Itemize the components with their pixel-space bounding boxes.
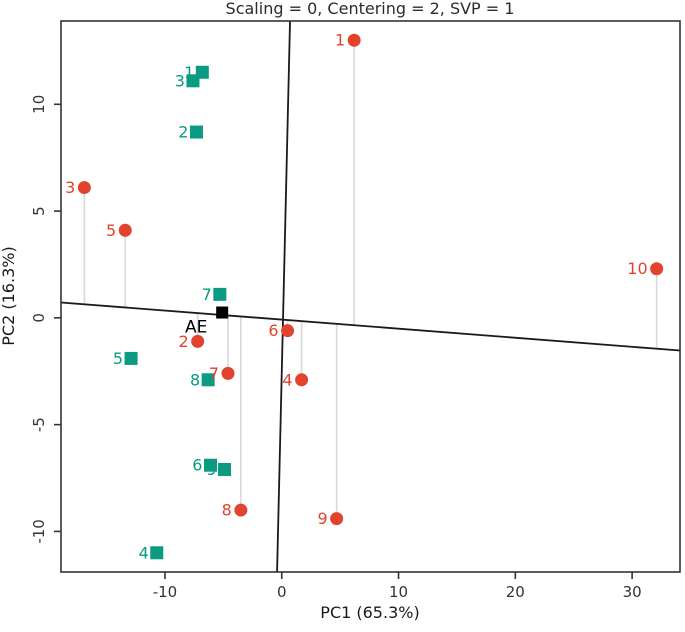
y-tick-label-10: 10 <box>30 95 48 114</box>
y-tick-label-5: 5 <box>30 206 48 216</box>
variable-point-7 <box>213 287 227 301</box>
variable-label-6: 6 <box>192 456 202 475</box>
variable-point-9 <box>218 462 232 476</box>
variable-label-2: 2 <box>178 123 188 142</box>
pc1-direction-line <box>60 301 681 352</box>
y-axis-label: PC2 (16.3%) <box>0 246 18 345</box>
observation-label-10: 10 <box>627 259 647 278</box>
observation-point-4 <box>295 373 309 387</box>
center-point <box>216 306 229 319</box>
y-tick-label-0: 0 <box>30 313 48 323</box>
observation-label-9: 9 <box>317 509 327 528</box>
observation-label-2: 2 <box>178 332 188 351</box>
observation-point-1 <box>347 33 361 47</box>
observation-point-7 <box>221 366 235 380</box>
x-tick-label-10: 10 <box>389 583 408 601</box>
observation-point-2 <box>191 334 205 348</box>
variable-label-4: 4 <box>139 543 149 562</box>
variable-point-4 <box>150 546 164 560</box>
observation-point-9 <box>330 512 344 526</box>
x-tick-label--10: -10 <box>153 583 178 601</box>
variable-point-2 <box>189 125 203 139</box>
variable-point-5 <box>124 351 138 365</box>
observation-label-7: 7 <box>209 364 219 383</box>
x-tick-label-30: 30 <box>623 583 642 601</box>
variable-label-3: 3 <box>175 71 185 90</box>
chart-title: Scaling = 0, Centering = 2, SVP = 1 <box>226 0 515 18</box>
plot-box <box>60 20 681 573</box>
observation-point-8 <box>234 503 248 517</box>
observation-point-5 <box>118 223 132 237</box>
observation-point-3 <box>77 181 91 195</box>
plot-layer: -100102030-10-5051012345678912345678910A… <box>30 20 681 601</box>
observation-label-5: 5 <box>106 221 116 240</box>
observation-label-6: 6 <box>268 321 278 340</box>
variable-label-8: 8 <box>190 370 200 389</box>
x-tick-label-0: 0 <box>277 583 287 601</box>
center-point-label: AE <box>185 318 207 338</box>
variable-label-5: 5 <box>113 349 123 368</box>
observation-label-3: 3 <box>65 178 75 197</box>
variable-point-8 <box>201 373 215 387</box>
observation-point-6 <box>281 324 295 338</box>
x-tick-label-20: 20 <box>506 583 525 601</box>
variable-label-1: 1 <box>184 63 194 82</box>
observation-label-4: 4 <box>282 370 292 389</box>
pc2-direction-line <box>276 20 291 573</box>
observation-label-1: 1 <box>335 31 345 50</box>
observation-label-8: 8 <box>222 501 232 520</box>
x-axis-label: PC1 (65.3%) <box>320 603 419 622</box>
variable-label-7: 7 <box>202 285 212 304</box>
variable-point-6 <box>203 458 217 472</box>
observation-point-10 <box>650 262 664 276</box>
variable-point-3 <box>186 74 200 88</box>
y-tick-label--10: -10 <box>30 519 48 544</box>
y-tick-label--5: -5 <box>30 417 48 432</box>
